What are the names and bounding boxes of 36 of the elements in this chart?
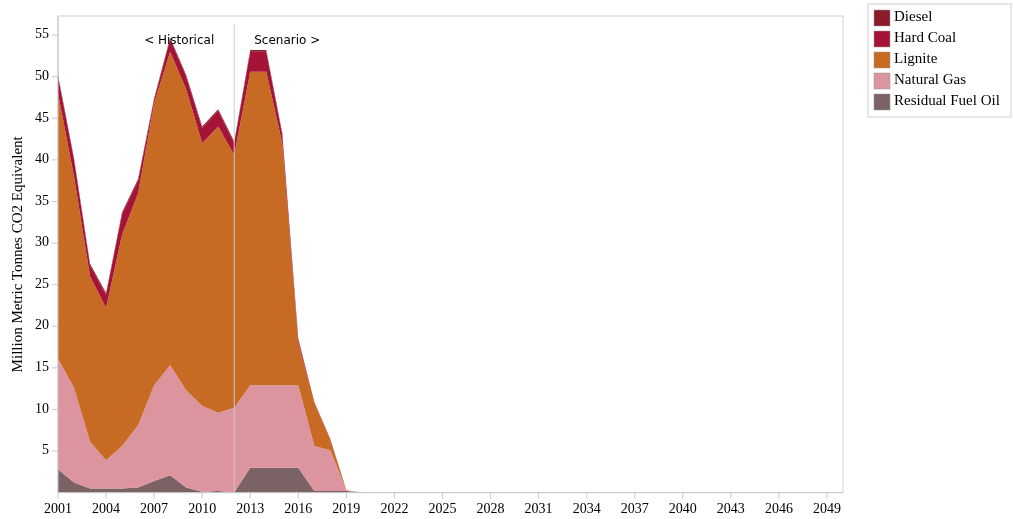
y-tick-label: 5 (42, 442, 49, 458)
x-tick-label: 2022 (380, 500, 409, 516)
legend-label: Residual Fuel Oil (894, 92, 1000, 109)
y-tick-label: 25 (35, 275, 49, 291)
x-tick-label: 2001 (44, 500, 72, 516)
y-tick-label: 55 (35, 26, 49, 42)
x-tick-label: 2010 (188, 500, 217, 516)
x-tick-label: 2007 (140, 500, 169, 516)
annotation: < Historical (144, 32, 215, 47)
annotation: Scenario > (254, 32, 321, 47)
legend-label: Diesel (894, 8, 933, 25)
x-tick-label: 2046 (764, 500, 793, 516)
x-tick-label: 2025 (428, 500, 457, 516)
x-tick-label: 2034 (572, 500, 601, 516)
y-tick-label: 10 (35, 400, 49, 416)
x-tick-label: 2043 (716, 500, 745, 516)
x-tick-label: 2013 (236, 500, 265, 516)
x-tick-label: 2016 (284, 500, 313, 516)
y-tick-label: 35 (35, 192, 49, 208)
legend-label: Lignite (894, 50, 938, 67)
x-tick-label: 2040 (668, 500, 697, 516)
x-tick-label: 2049 (812, 500, 841, 516)
y-tick-label: 50 (35, 67, 49, 83)
y-tick-label: 15 (35, 359, 49, 375)
y-tick-label: 45 (35, 109, 49, 125)
x-tick-label: 2019 (332, 500, 361, 516)
x-tick-label: 2004 (92, 500, 121, 516)
x-tick-label: 2031 (524, 500, 553, 516)
y-tick-label: 40 (35, 151, 49, 167)
y-tick-label: 30 (35, 234, 49, 250)
x-tick-label: 2028 (476, 500, 505, 516)
legend-label: Natural Gas (894, 71, 967, 88)
legend-label: Hard Coal (894, 29, 957, 46)
x-tick-label: 2037 (620, 500, 649, 516)
y-axis-title: Million Metric Tonnes CO2 Equivalent (9, 135, 25, 373)
y-tick-label: 20 (35, 317, 49, 333)
